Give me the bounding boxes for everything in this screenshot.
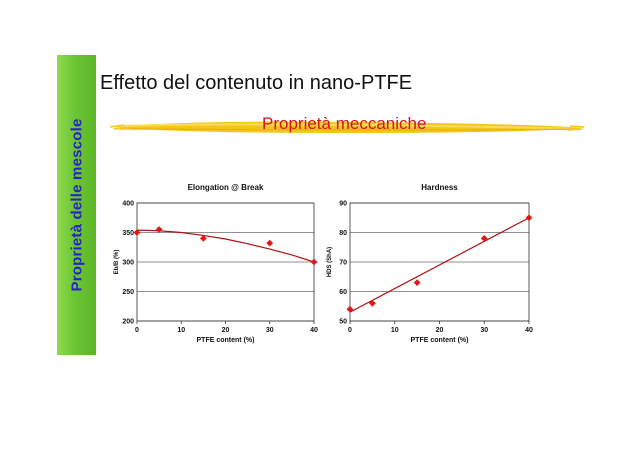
data-point (133, 229, 141, 236)
y-tick-label: 350 (122, 230, 134, 237)
chart-title: Elongation @ Break (188, 183, 264, 192)
x-tick-label: 30 (266, 327, 274, 334)
y-tick-label: 200 (122, 319, 134, 326)
y-tick-label: 300 (122, 260, 134, 267)
x-tick-label: 0 (135, 327, 139, 334)
y-axis-label: HDS (ShA) (327, 247, 333, 277)
data-point (480, 235, 488, 242)
y-axis-label: Eb/B (%) (114, 250, 120, 275)
page-title: Effetto del contenuto in nano-PTFE (100, 72, 413, 94)
trend-line (136, 229, 315, 263)
x-axis-label: PTFE content (%) (411, 337, 469, 344)
chart-hardness: Hardness 50 60 70 80 90 0 10 20 30 40 PTFE content … (327, 183, 533, 344)
x-axis-label: PTFE content (%) (197, 337, 255, 344)
y-tick-label: 70 (339, 260, 347, 267)
x-tick-label: 0 (348, 327, 352, 334)
y-tick-label: 400 (122, 201, 134, 208)
data-point (155, 226, 163, 233)
data-point (266, 239, 274, 247)
y-tick-label: 90 (339, 201, 347, 208)
data-point (346, 305, 354, 313)
data-point (368, 299, 376, 307)
x-tick-label: 10 (391, 327, 399, 334)
y-tick-label: 50 (339, 319, 347, 326)
data-point (525, 214, 533, 222)
chart-title: Hardness (421, 183, 458, 192)
y-tick-label: 80 (339, 230, 347, 237)
y-tick-label: 60 (339, 289, 347, 296)
sidebar-band: Proprietà delle mescole (57, 55, 96, 355)
section-subtitle: Proprietà meccaniche (262, 114, 427, 133)
x-tick-label: 20 (222, 327, 230, 334)
brush-stroke-decoration (110, 121, 585, 133)
x-tick-label: 20 (436, 327, 444, 334)
chart-elongation: Elongation @ Break 200 250 300 350 400 0 10 20 30… (114, 183, 318, 344)
x-tick-label: 40 (525, 327, 533, 334)
x-tick-label: 10 (177, 327, 185, 334)
x-tick-label: 40 (310, 327, 318, 334)
trend-line (349, 217, 530, 313)
data-point (310, 258, 318, 266)
y-tick-label: 250 (122, 289, 134, 296)
sidebar-label: Proprietà delle mescole (68, 118, 85, 292)
data-point (413, 279, 421, 287)
x-tick-label: 30 (480, 327, 488, 334)
